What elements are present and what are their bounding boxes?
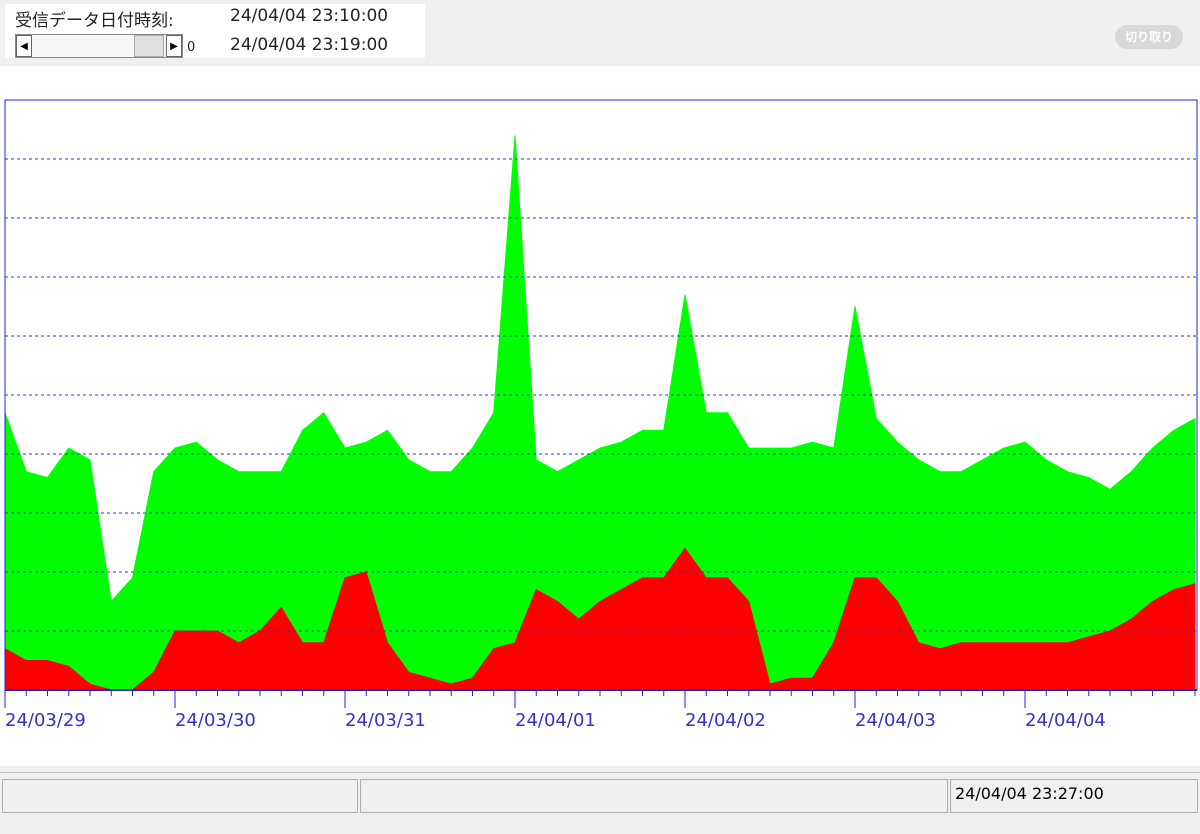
scroll-value: 0 [187, 40, 196, 55]
status-time: 24/04/04 23:27:00 [950, 779, 1198, 813]
x-tick-label: 24/03/29 [5, 710, 86, 731]
status-pane [2, 779, 358, 813]
scroll-right[interactable]: ▶ [166, 35, 182, 57]
scroll-left[interactable]: ◀ [16, 35, 32, 57]
x-tick-label: 24/04/03 [855, 710, 936, 731]
chart: 24/03/29 24/03/30 24/03/31 24/04/01 24/04/02… [0, 66, 1200, 766]
x-tick-label: 24/04/02 [685, 710, 766, 731]
status-pane [360, 779, 948, 813]
scrollbar[interactable]: ◀ ▶ [15, 34, 183, 58]
x-tick-label: 24/03/30 [175, 710, 256, 731]
x-tick-label: 24/03/31 [345, 710, 426, 731]
cut-button[interactable]: 切り取り [1115, 25, 1183, 49]
time-to: 24/04/04 23:19:00 [230, 35, 389, 55]
area-series [4, 135, 1196, 691]
header-panel: 受信データ日付時刻: 24/04/04 23:10:00 24/04/04 23… [0, 0, 1200, 62]
status-bar: 24/04/04 23:27:00 [0, 772, 1200, 815]
x-tick-label: 24/04/04 [1025, 710, 1106, 731]
x-tick-label: 24/04/01 [515, 710, 596, 731]
time-from: 24/04/04 23:10:00 [230, 6, 389, 26]
scroll-thumb[interactable] [134, 35, 164, 57]
received-label: 受信データ日付時刻: [15, 11, 174, 31]
